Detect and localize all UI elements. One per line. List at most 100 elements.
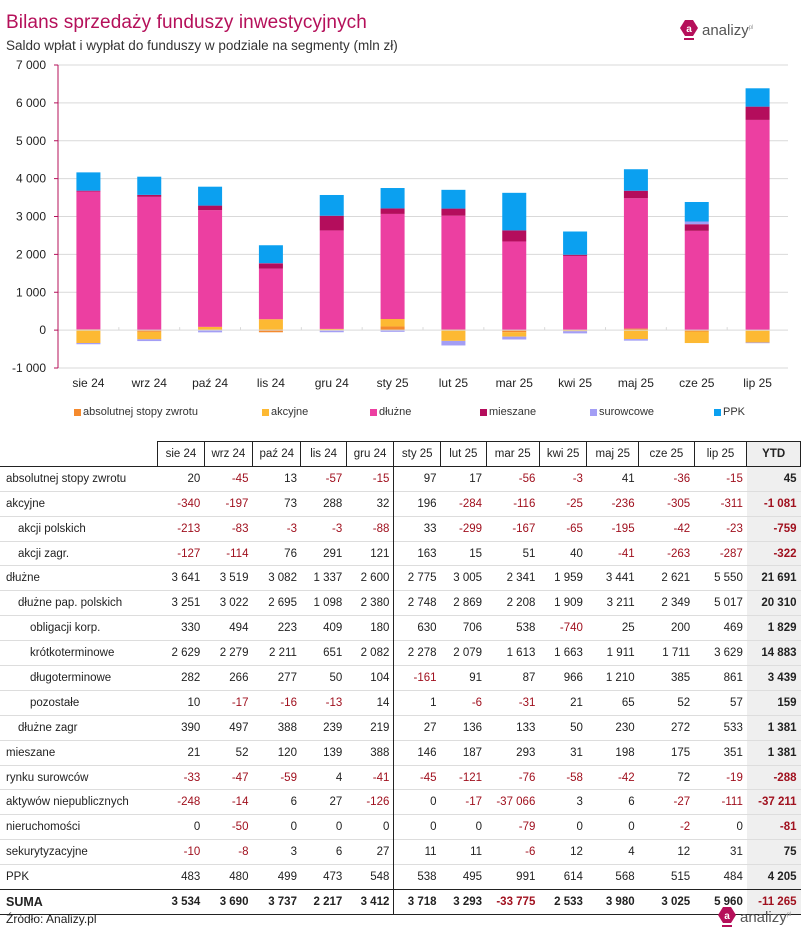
table-cell: 5 017 [714,597,743,610]
table-cell: -114 [226,547,249,560]
y-tick-label: 2 000 [16,247,46,261]
y-tick-label: -1 000 [12,361,46,375]
bar-segment [684,224,709,231]
table-cell: -10 [183,846,201,859]
table-cell: 548 [346,864,395,890]
table-cell: -15 [346,466,395,492]
bar-segment [684,221,709,225]
table-cell: -3 [332,522,343,535]
table-cell: 200 [670,622,691,635]
table-cell: 3 [290,846,297,859]
table-row: absolutnej stopy zwrotu 20 -45 13 -57 -15 97 17… [0,466,801,492]
ytd-cell: -759 [746,516,801,542]
legend-item: surowcowe [590,406,654,418]
svg-text:a: a [724,911,730,922]
legend-item: dłużne [370,406,411,418]
ytd-cell: 75 [746,839,801,865]
table-row: akcji zagr. -127 -114 76 291 121 163 15 51 40 -41 -… [0,541,801,566]
row-label: akcyjne [6,497,45,510]
table-cell: -45 [231,472,249,485]
table-cell: 0 [430,821,437,834]
ytd-cell: 3 439 [746,665,801,691]
table-row: dłużne zagr 390 497 388 239 219 27 136 133 50 230 2… [0,715,801,741]
legend-label: akcyjne [271,406,309,418]
table-cell: 3 022 [219,597,249,610]
table-cell: -27 [673,796,691,809]
table-cell: 40 [570,547,583,560]
legend-item: mieszane [480,406,536,418]
x-tick-label: lut 25 [439,376,469,390]
table-cell: 5 550 [714,572,743,585]
bar-segment [137,339,162,342]
table-cell: 651 [323,647,343,660]
table-cell: 12 [677,846,691,859]
ytd-cell: 14 883 [746,640,801,666]
table-cell: 2 349 [661,597,691,610]
table-cell: 13 [284,472,297,485]
table-cell: 6 [290,796,297,809]
row-label: krótkoterminowe [30,647,115,660]
table-cell: 291 [323,547,343,560]
table-cell: 20 [187,472,201,485]
ytd-cell: -81 [746,814,801,840]
table-cell: -57 [325,472,343,485]
ytd-cell: -37 211 [746,789,801,815]
bar-segment [319,215,344,231]
bar-segment [745,342,770,344]
bar-segment [502,330,527,333]
row-label: pozostałe [30,696,80,709]
bar-segment [441,189,466,209]
table-cell: -305 [667,497,691,510]
table-cell: 277 [277,671,297,684]
table-cell: 293 [516,746,536,759]
table-cell: -16 [280,696,297,709]
table-cell: -6 [525,846,536,859]
table-cell: 2 211 [269,647,297,660]
column-header: maj 25 [586,441,640,467]
bar-segment [76,343,101,345]
table-cell: 483 [181,871,201,884]
table-cell: 2 279 [219,647,249,660]
legend-swatch [74,408,81,416]
y-tick-label: 4 000 [16,172,46,186]
table-cell: 11 [424,846,437,859]
table-row: SUMA 3 534 3 690 3 737 2 217 3 412 3 718 3 293-… [0,889,801,915]
table-cell: -8 [238,846,249,859]
legend-swatch [480,408,487,416]
ytd-cell: -322 [746,541,801,566]
bar-segment [502,336,527,340]
table-row: sekurytyzacyjne -10 -8 3 6 27 11 11 -6 12 4 12 31 75 [0,839,801,865]
table-cell: 614 [563,871,583,884]
legend-label: PPK [723,406,746,418]
table-cell: -287 [719,547,743,560]
table-cell: 288 [323,497,343,510]
table-cell: 3 534 [157,889,205,915]
table-cell: 3 718 [393,889,441,915]
table-row: krótkoterminowe 2 629 2 279 2 211 651 2 082 2 … [0,640,801,666]
table-cell: 2 208 [506,597,536,610]
bar-segment [441,340,466,346]
y-tick-label: 7 000 [16,58,46,72]
bar-segment [76,191,101,330]
bar-segment [563,331,588,334]
table-cell: -167 [512,522,536,535]
table-cell: 330 [181,622,201,635]
x-tick-label: mar 25 [496,376,534,390]
row-label: dłużne pap. polskich [18,597,123,610]
bar-segment [684,331,709,344]
table-cell: 473 [323,871,343,884]
bar-segment [502,192,527,231]
x-tick-label: wrz 24 [131,376,168,390]
table-cell: 239 [323,721,343,734]
table-row: akcji polskich -213 -83 -3 -3 -88 33 -299 -167 -6… [0,516,801,542]
table-cell: -45 [419,771,437,784]
table-cell: 515 [670,871,691,884]
table-cell: -25 [566,497,583,510]
bar-segment [137,196,162,331]
table-cell: 21 [570,696,583,709]
bar-segment [137,331,162,340]
column-header: sty 25 [393,441,442,467]
bar-segment [502,230,527,242]
table-cell: 3 293 [440,889,487,915]
legend-swatch [370,408,377,416]
